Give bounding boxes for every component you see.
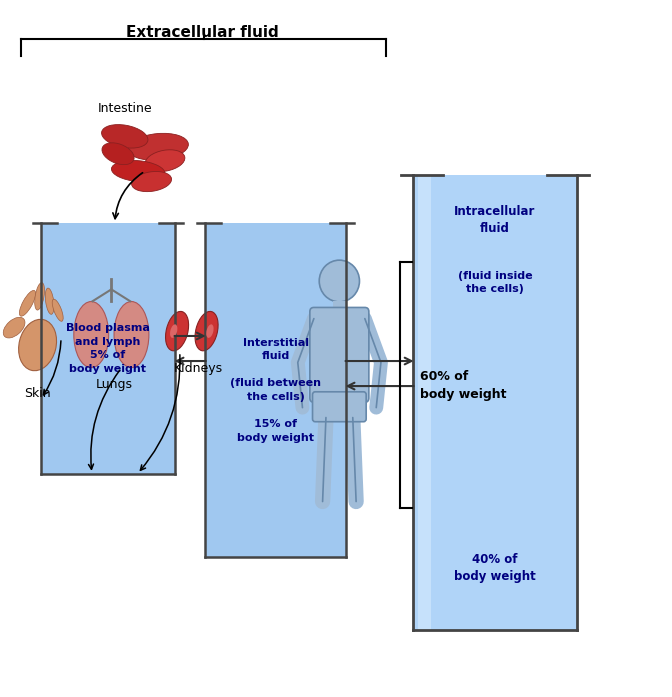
Text: 40% of
body weight: 40% of body weight xyxy=(454,553,536,583)
Text: 60% of
body weight: 60% of body weight xyxy=(420,369,506,401)
Text: (fluid inside
the cells): (fluid inside the cells) xyxy=(458,271,532,294)
Ellipse shape xyxy=(45,288,54,314)
Ellipse shape xyxy=(114,302,149,367)
Circle shape xyxy=(319,260,360,302)
Ellipse shape xyxy=(112,160,165,182)
Bar xyxy=(205,223,346,557)
Text: Intestine: Intestine xyxy=(98,102,153,116)
Ellipse shape xyxy=(101,125,148,148)
Text: Skin: Skin xyxy=(24,387,51,400)
Text: Blood plasma
and lymph
5% of
body weight: Blood plasma and lymph 5% of body weight xyxy=(66,323,150,374)
Ellipse shape xyxy=(128,133,188,160)
Ellipse shape xyxy=(170,324,177,338)
Bar xyxy=(205,223,346,557)
FancyBboxPatch shape xyxy=(310,307,369,402)
Text: Kidneys: Kidneys xyxy=(174,362,223,376)
Text: Intracellular
fluid: Intracellular fluid xyxy=(454,205,536,235)
Ellipse shape xyxy=(195,312,218,351)
Ellipse shape xyxy=(19,319,56,371)
Text: Interstitial
fluid

(fluid between
the cells)

15% of
body weight: Interstitial fluid (fluid between the ce… xyxy=(230,337,321,443)
Ellipse shape xyxy=(35,282,44,310)
Ellipse shape xyxy=(206,324,214,338)
Ellipse shape xyxy=(102,143,134,164)
Ellipse shape xyxy=(74,302,109,367)
Ellipse shape xyxy=(145,150,185,171)
Ellipse shape xyxy=(52,299,63,321)
Ellipse shape xyxy=(3,317,25,338)
Bar xyxy=(41,223,175,474)
Bar xyxy=(413,174,577,630)
Ellipse shape xyxy=(165,312,189,351)
Bar xyxy=(333,301,346,312)
FancyBboxPatch shape xyxy=(312,392,366,422)
Bar xyxy=(413,174,577,630)
Ellipse shape xyxy=(19,291,36,316)
Text: Lungs: Lungs xyxy=(96,378,133,392)
Text: Extracellular fluid: Extracellular fluid xyxy=(126,25,278,40)
Bar xyxy=(419,174,431,630)
Bar xyxy=(41,223,175,474)
Ellipse shape xyxy=(132,171,171,192)
